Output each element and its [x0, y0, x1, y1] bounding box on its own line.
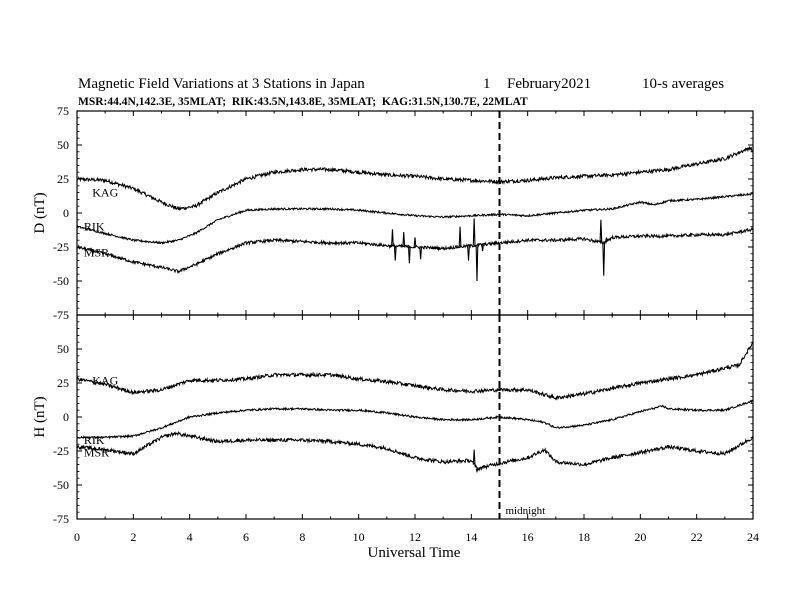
x-tick-label: 14 — [465, 530, 477, 544]
y-tick-label: -25 — [53, 240, 69, 254]
y-tick-label: 50 — [57, 138, 69, 152]
series-line-rik — [76, 192, 754, 245]
y-tick-label: -75 — [53, 308, 69, 322]
chart-month-year: February2021 — [507, 76, 591, 92]
series-label-kag: KAG — [92, 373, 118, 387]
x-tick-label: 12 — [409, 530, 421, 544]
x-tick-label: 18 — [578, 530, 590, 544]
y-tick-label: 75 — [57, 104, 69, 118]
series-label-msr: MSR — [84, 445, 109, 459]
chart-title: Magnetic Field Variations at 3 Stations … — [78, 76, 365, 92]
y-axis-label: D (nT) — [32, 192, 48, 233]
series-label-rik: RIK — [84, 433, 105, 447]
y-tick-label: -25 — [53, 444, 69, 458]
x-tick-label: 0 — [74, 530, 80, 544]
series-line-rik — [76, 399, 754, 440]
x-tick-label: 22 — [691, 530, 703, 544]
series-label-kag: KAG — [92, 186, 118, 200]
y-tick-label: 0 — [63, 410, 69, 424]
y-tick-label: 25 — [57, 172, 69, 186]
x-tick-label: 10 — [353, 530, 365, 544]
panel-declination: 75 50 25 0 -25 -50 -75 D (nT) KAG RIK MSR — [32, 104, 754, 322]
series-label-rik: RIK — [84, 220, 105, 234]
y-tick-label: -75 — [53, 512, 69, 526]
x-tick-label: 16 — [522, 530, 534, 544]
y-tick-label: 0 — [63, 206, 69, 220]
y-tick-label: 50 — [57, 342, 69, 356]
y-tick-label: -50 — [53, 274, 69, 288]
series-line-msr — [76, 226, 754, 274]
series-spikes-msr — [391, 218, 608, 282]
series-spikes-msr — [472, 449, 479, 474]
x-tick-label: 20 — [634, 530, 646, 544]
series-line-kag — [76, 341, 754, 401]
series-line-kag — [76, 146, 754, 211]
series-line-msr — [76, 431, 754, 472]
chart-averaging: 10-s averages — [642, 76, 724, 92]
midnight-label: midnight — [506, 505, 546, 517]
x-axis-label: Universal Time — [368, 545, 461, 561]
x-axis: 0 2 4 6 8 10 12 14 16 18 20 22 24 — [74, 530, 759, 544]
y-tick-label: 25 — [57, 376, 69, 390]
chart-day: 1 — [483, 76, 491, 92]
station-coordinates: MSR:44.4N,142.3E, 35MLAT; RIK:43.5N,143.… — [78, 96, 528, 108]
x-tick-label: 8 — [299, 530, 305, 544]
plot-frame — [76, 110, 754, 316]
x-tick-label: 4 — [187, 530, 193, 544]
series-label-msr: MSR — [84, 245, 109, 259]
x-tick-label: 2 — [130, 530, 136, 544]
x-tick-label: 24 — [747, 530, 759, 544]
y-tick-label: -50 — [53, 478, 69, 492]
x-tick-label: 6 — [243, 530, 249, 544]
y-axis-label: H (nT) — [32, 396, 48, 437]
